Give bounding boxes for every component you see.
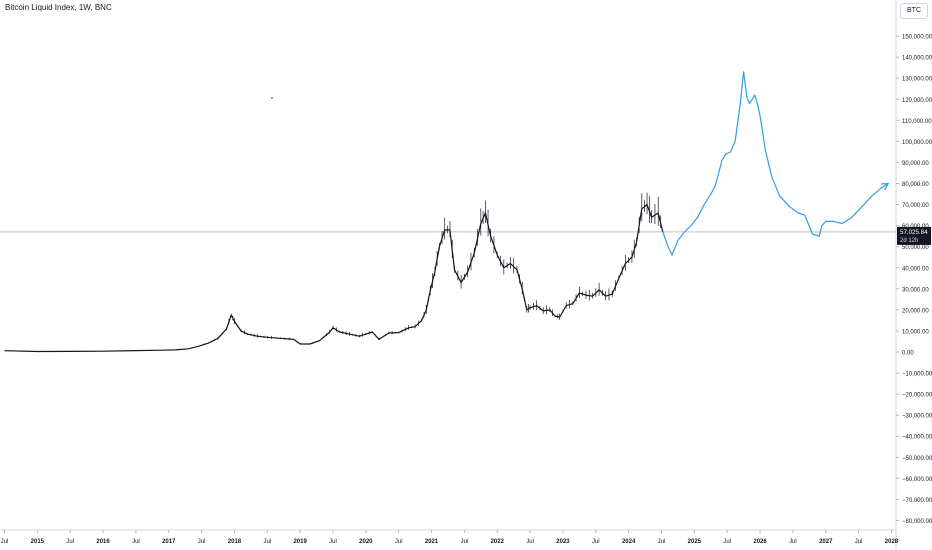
- y-tick-label: −40,000.00: [902, 435, 932, 441]
- y-tick-label: −60,000.00: [902, 477, 932, 483]
- marker-dot: [271, 97, 273, 99]
- y-tick-label: 130,000.00: [902, 77, 932, 83]
- x-tick-label: Jul: [1, 539, 9, 545]
- y-tick-label: 40,000.00: [902, 266, 929, 272]
- x-tick-label: Jul: [198, 539, 206, 545]
- y-tick-label: 20,000.00: [902, 308, 929, 314]
- x-tick-label: 2021: [425, 539, 439, 545]
- x-tick-label: Jul: [526, 539, 534, 545]
- x-tick-label: 2017: [162, 539, 176, 545]
- x-tick-label: 2027: [819, 539, 833, 545]
- y-tick-label: −30,000.00: [902, 414, 932, 420]
- x-tick-label: Jul: [592, 539, 600, 545]
- y-tick-label: 0.00: [902, 351, 914, 357]
- x-tick-label: Jul: [329, 539, 337, 545]
- y-tick-label: −80,000.00: [902, 519, 932, 525]
- y-tick-label: 120,000.00: [902, 98, 932, 104]
- y-tick-label: 100,000.00: [902, 140, 932, 146]
- last-price-badge: [897, 226, 931, 245]
- projection-series-line: [662, 71, 889, 256]
- x-tick-label: 2026: [753, 539, 767, 545]
- y-tick-label: 50,000.00: [902, 245, 929, 251]
- x-tick-label: Jul: [658, 539, 666, 545]
- y-tick-label: 70,000.00: [902, 203, 929, 209]
- x-tick-label: 2022: [491, 539, 505, 545]
- x-tick-label: 2023: [556, 539, 570, 545]
- x-tick-label: 2024: [622, 539, 636, 545]
- y-tick-label: 90,000.00: [902, 161, 929, 167]
- chart-title: Bitcoin Liquid Index, 1W, BNC: [5, 3, 112, 12]
- x-tick-label: Jul: [461, 539, 469, 545]
- x-tick-label: Jul: [723, 539, 731, 545]
- y-tick-label: 30,000.00: [902, 287, 929, 293]
- x-tick-label: 2016: [96, 539, 110, 545]
- x-tick-label: 2018: [228, 539, 242, 545]
- symbol-button[interactable]: BTC: [900, 3, 928, 19]
- last-price-label: 57,025.84: [900, 229, 928, 236]
- x-tick-label: Jul: [66, 539, 74, 545]
- x-tick-label: 2015: [31, 539, 45, 545]
- y-tick-label: 80,000.00: [902, 182, 929, 188]
- x-tick-label: Jul: [132, 539, 140, 545]
- x-tick-label: 2019: [293, 539, 307, 545]
- x-tick-label: Jul: [263, 539, 271, 545]
- projection-arrowhead: [881, 182, 890, 190]
- y-tick-label: −20,000.00: [902, 393, 932, 399]
- x-tick-label: Jul: [395, 539, 403, 545]
- price-series-line: [4, 204, 664, 353]
- x-tick-label: 2025: [688, 539, 702, 545]
- y-tick-label: −50,000.00: [902, 456, 932, 462]
- bar-countdown-label: 2d 12h: [900, 238, 918, 244]
- y-tick-label: 110,000.00: [902, 119, 932, 125]
- y-tick-label: −10,000.00: [902, 372, 932, 378]
- y-tick-label: 140,000.00: [902, 56, 932, 62]
- y-tick-label: 10,000.00: [902, 329, 929, 335]
- x-tick-label: Jul: [855, 539, 863, 545]
- x-tick-label: Jul: [789, 539, 797, 545]
- y-tick-label: −70,000.00: [902, 498, 932, 504]
- x-tick-label: 2020: [359, 539, 373, 545]
- y-tick-label: 150,000.00: [902, 35, 932, 41]
- x-tick-label: 2028: [885, 539, 899, 545]
